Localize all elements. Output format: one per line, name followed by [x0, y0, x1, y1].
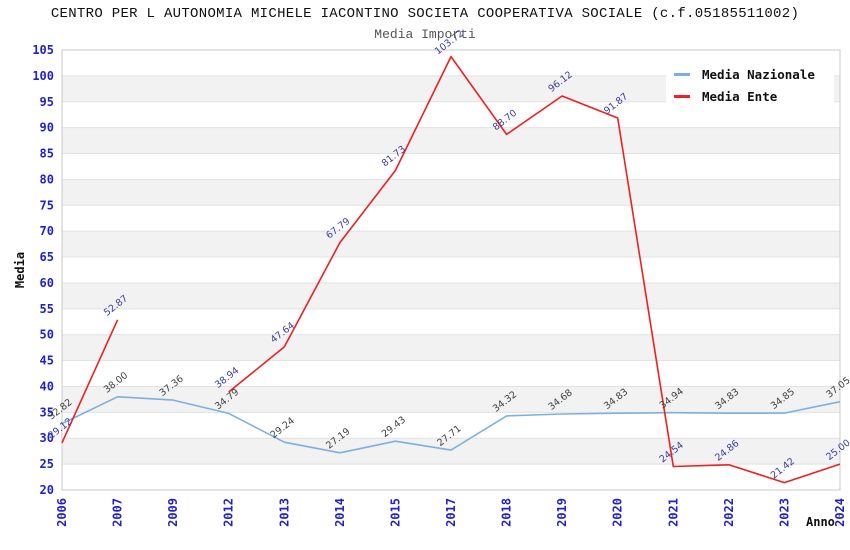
grid-band	[62, 360, 840, 387]
grid-band	[62, 308, 840, 335]
chart-subtitle: Media Importi	[374, 27, 476, 42]
x-tick-label: 2017	[444, 498, 458, 527]
y-tick-label: 20	[40, 483, 54, 497]
grid-band	[62, 127, 840, 154]
legend-item-media-ente[interactable]: Media Ente	[674, 85, 826, 107]
y-tick-label: 35	[40, 405, 54, 419]
grid-band	[62, 334, 840, 361]
x-tick-label: 2022	[722, 498, 736, 527]
grid-band	[62, 464, 840, 490]
grid-band	[62, 438, 840, 465]
x-tick-label: 2023	[777, 498, 791, 527]
y-tick-label: 90	[40, 121, 54, 135]
y-tick-label: 30	[40, 431, 54, 445]
y-tick-label: 40	[40, 379, 54, 393]
grid-band	[62, 282, 840, 309]
x-tick-label: 2021	[666, 498, 680, 527]
x-tick-label: 2009	[166, 498, 180, 527]
y-tick-label: 70	[40, 224, 54, 238]
x-tick-label: 2007	[111, 498, 125, 527]
x-tick-label: 2020	[611, 498, 625, 527]
plot-border	[61, 49, 841, 491]
media-ente-line-swatch	[674, 94, 690, 98]
legend-label-media-ente: Media Ente	[702, 88, 778, 104]
legend: Media Nazionale Media Ente	[666, 56, 834, 113]
y-tick-label: 100	[32, 69, 54, 83]
y-tick-label: 95	[40, 95, 54, 109]
y-tick-label: 80	[40, 172, 54, 186]
series-line-media-ente	[61, 55, 841, 484]
y-tick-label: 105	[32, 43, 54, 57]
y-tick-label: 45	[40, 354, 54, 368]
y-tick-label: 50	[40, 328, 54, 342]
x-tick-label: 2006	[55, 498, 69, 527]
x-axis-title: Anno	[806, 515, 835, 529]
y-tick-label: 60	[40, 276, 54, 290]
x-tick-label: 2014	[333, 498, 347, 527]
x-tick-label: 2013	[277, 498, 291, 527]
grid-band	[62, 412, 840, 439]
legend-item-media-nazionale[interactable]: Media Nazionale	[674, 63, 826, 85]
y-tick-label: 25	[40, 457, 54, 471]
x-tick-label: 2018	[500, 498, 514, 527]
legend-label-media-nazionale: Media Nazionale	[702, 66, 815, 82]
chart-title: CENTRO PER L AUTONOMIA MICHELE IACONTINO…	[50, 6, 800, 22]
x-tick-label: 2012	[222, 498, 236, 527]
grid-band	[62, 386, 840, 413]
media-nazionale-line-swatch	[674, 72, 690, 76]
y-tick-label: 65	[40, 250, 54, 264]
y-tick-label: 75	[40, 198, 54, 212]
y-tick-label: 55	[40, 302, 54, 316]
y-axis-title: Media	[13, 251, 27, 289]
grid-band	[62, 231, 840, 258]
x-tick-label: 2015	[388, 498, 402, 527]
grid-band	[62, 153, 840, 180]
y-tick-label: 85	[40, 147, 54, 161]
grid-band	[62, 179, 840, 206]
grid-band	[62, 205, 840, 232]
grid-band	[62, 257, 840, 283]
x-tick-label: 2019	[555, 498, 569, 527]
series-line-media-nazionale	[61, 396, 841, 454]
x-tick-label: 2024	[833, 498, 847, 527]
